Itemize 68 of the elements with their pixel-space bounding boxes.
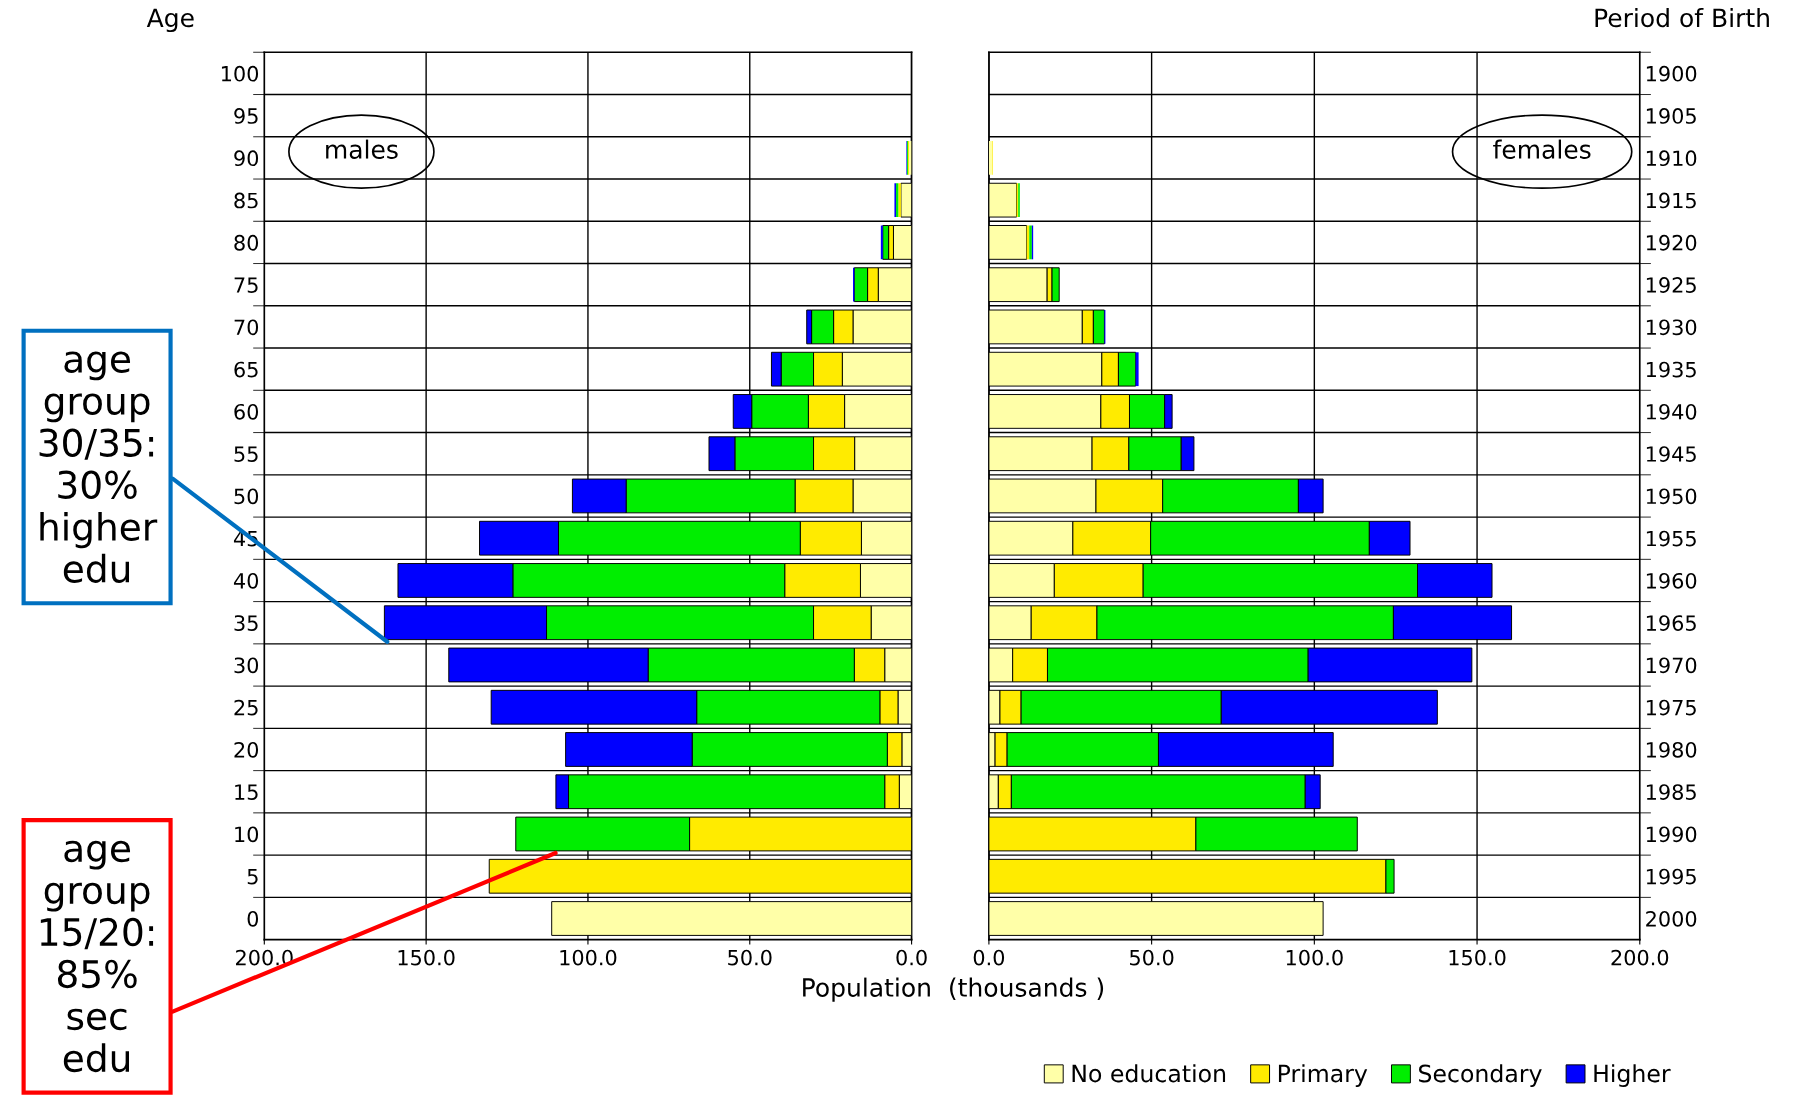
bar	[882, 225, 890, 260]
x-tick-label: 200.0	[236, 949, 293, 966]
x-tick-label: 200.0	[1611, 949, 1669, 966]
y-tick-label: 70	[234, 319, 259, 336]
y-tick-label: 1965	[1646, 615, 1696, 631]
y-tick-label: 2000	[1646, 910, 1697, 927]
x-tick-label: 100.0	[560, 949, 617, 966]
y-tick-label: 1905	[1646, 108, 1696, 124]
y-tick-label: 1985	[1646, 784, 1696, 800]
y-tick-label: 85	[234, 192, 258, 209]
y-tick-label: 25	[234, 699, 258, 716]
annotation: age group 30/35: 30% higher edu	[39, 351, 158, 583]
x-tick-label: 50.0	[728, 949, 772, 966]
y-tick-label: 50	[234, 488, 259, 505]
bar	[892, 225, 912, 260]
bar	[900, 182, 912, 218]
y-tick-label: 55	[234, 446, 258, 462]
legend-label: No education	[1072, 1064, 1226, 1083]
bar	[988, 141, 993, 175]
legend-label: Higher	[1594, 1064, 1671, 1087]
y-tick-label: 1975	[1646, 699, 1696, 716]
y-tick-label: 5	[247, 868, 258, 885]
legend-label: Secondary	[1419, 1064, 1542, 1087]
y-tick-label: 95	[234, 108, 258, 124]
y-tick-label: 90	[234, 150, 259, 167]
text: males	[326, 139, 398, 159]
y-tick-label: 80	[234, 234, 259, 251]
y-tick-label: 1900	[1646, 65, 1697, 82]
y-tick-label: 1945	[1646, 446, 1696, 462]
legend-label: Primary	[1278, 1064, 1368, 1087]
bar	[1051, 267, 1060, 303]
y-tick-label: 1940	[1646, 403, 1697, 420]
x-tick-label: 150.0	[398, 949, 455, 966]
y-tick-label: 35	[234, 615, 258, 631]
bar	[1135, 352, 1139, 387]
y-tick-label: 1950	[1646, 488, 1697, 505]
x-tick-label: 150.0	[1449, 949, 1506, 966]
y-tick-label: 1990	[1646, 826, 1697, 843]
y-tick-label: 60	[234, 403, 259, 420]
y-tick-label: 1980	[1646, 741, 1697, 758]
y-tick-label: 100	[221, 65, 259, 82]
y-tick-label: 1930	[1646, 319, 1697, 336]
y-tick-label: 15	[235, 784, 258, 800]
y-tick-label: 1970	[1646, 657, 1697, 674]
y-tick-label: 1920	[1646, 234, 1697, 251]
x-tick-label: 100.0	[1286, 949, 1343, 966]
y-tick-label: 1995	[1646, 868, 1696, 885]
y-tick-label: 10	[235, 826, 259, 843]
y-tick-label: 30	[234, 657, 259, 674]
y-axis-title: Period of Birth	[1595, 7, 1769, 28]
x-tick-label: 0.0	[973, 949, 1005, 966]
y-axis-title: Age	[146, 8, 194, 33]
y-tick-label: 1955	[1646, 530, 1696, 547]
y-tick-label: 75	[234, 277, 258, 293]
y-tick-label: 1925	[1646, 277, 1696, 293]
y-tick-label: 1935	[1646, 361, 1696, 378]
y-tick-label: 1915	[1646, 192, 1696, 209]
y-tick-label: 1910	[1646, 150, 1697, 167]
x-tick-label: 50.0	[1130, 949, 1174, 966]
annotation: age group 15/20: 85% sec edu	[40, 840, 154, 1073]
x-axis-title: Population (thousands )	[803, 977, 1104, 1002]
y-tick-label: 65	[234, 361, 258, 378]
x-tick-label: 0.0	[896, 949, 927, 966]
y-tick-label: 20	[234, 741, 259, 758]
text: females	[1493, 139, 1591, 159]
y-tick-label: 0	[247, 910, 259, 927]
y-tick-label: 40	[233, 572, 259, 589]
y-tick-label: 1960	[1646, 572, 1697, 589]
